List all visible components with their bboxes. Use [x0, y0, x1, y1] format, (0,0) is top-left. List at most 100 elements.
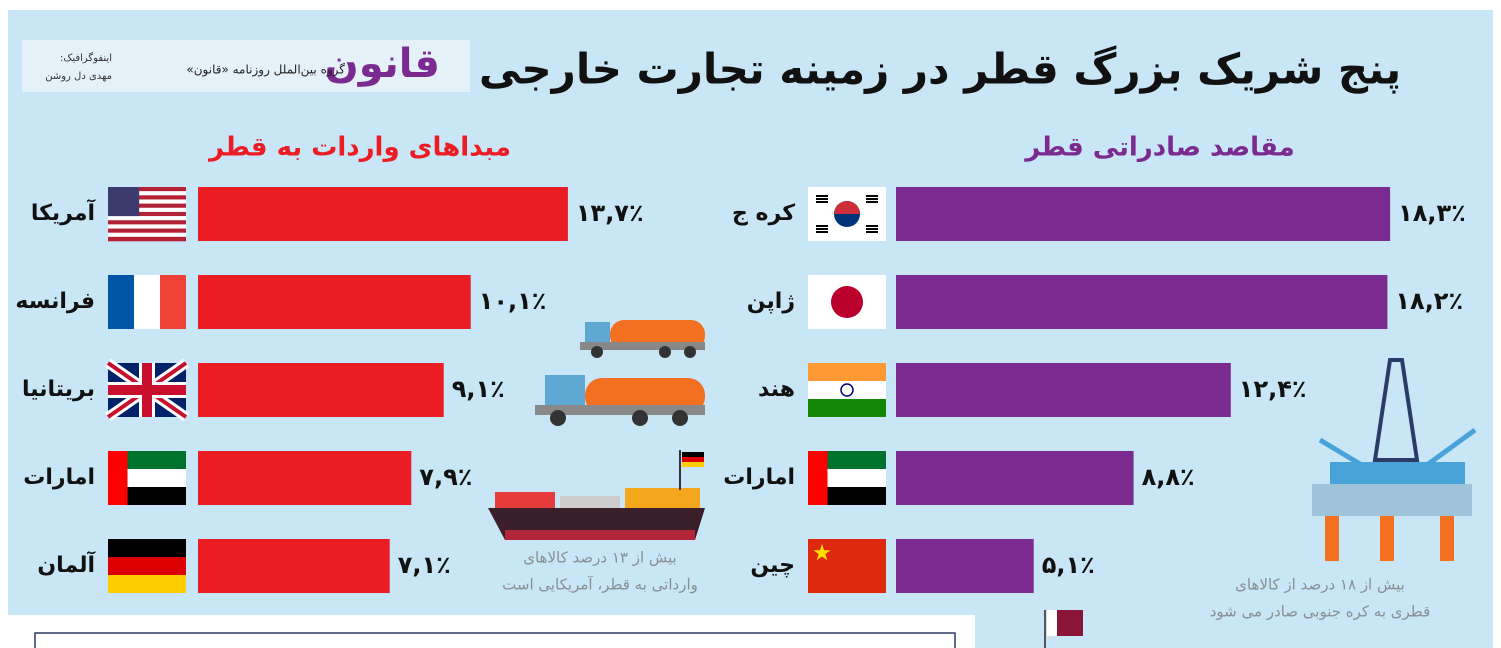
flag-part	[840, 383, 854, 397]
flag-part	[816, 228, 828, 230]
flag	[108, 451, 186, 505]
flag-part	[816, 198, 828, 200]
value-label: ۷,۹٪	[419, 463, 472, 491]
flag-part	[108, 191, 186, 196]
bar	[896, 275, 1388, 329]
flag-part	[108, 224, 186, 229]
ship-illustration	[488, 450, 705, 540]
category-label: بریتانیا	[22, 377, 95, 402]
category-label: فرانسه	[15, 289, 95, 314]
flag-part	[108, 220, 186, 225]
flag-part	[866, 201, 878, 203]
flag	[108, 187, 186, 242]
flag-part	[808, 363, 886, 381]
value-label: ۵,۱٪	[1042, 551, 1095, 579]
flag-part	[108, 207, 186, 213]
flag-part	[808, 399, 886, 417]
bar	[896, 539, 1034, 593]
annotation: بیش از ۱۸ درصد از کالاهای	[1235, 576, 1405, 594]
flag-part	[866, 198, 878, 200]
value-label: ۷,۱٪	[398, 551, 451, 579]
logo-box	[22, 40, 470, 92]
annotation: وارداتی به قطر، آمریکایی است	[502, 576, 698, 594]
value-label: ۱۲,۴٪	[1239, 375, 1307, 403]
flag-part	[808, 539, 886, 593]
flag-part	[108, 275, 134, 329]
subtitle: گروه بین‌الملل روزنامه «قانون»	[186, 63, 345, 78]
flag-part	[108, 203, 186, 209]
bar	[198, 539, 390, 593]
flag-part	[108, 216, 186, 221]
flag-part	[108, 211, 186, 217]
flag-part	[834, 201, 860, 214]
flag	[808, 187, 886, 241]
flag	[108, 539, 186, 593]
truck-illustration	[535, 320, 705, 426]
category-label: امارات	[23, 465, 95, 490]
bar	[198, 187, 568, 241]
category-label: آلمان	[37, 550, 95, 578]
logo: قانون	[325, 41, 440, 87]
flag-part	[108, 236, 186, 242]
category-label: ژاپن	[747, 289, 795, 314]
category-label: چین	[750, 553, 795, 578]
flag-part	[108, 199, 186, 204]
flag	[108, 275, 186, 329]
value-label: ۸,۸٪	[1142, 463, 1195, 491]
flag-part	[866, 195, 878, 197]
flag-part	[808, 381, 886, 399]
chart-title: مقاصد صادراتی قطر	[1023, 133, 1295, 163]
flag	[105, 358, 189, 422]
bar	[896, 187, 1391, 241]
flag-part	[108, 451, 128, 505]
flag-part	[108, 232, 186, 238]
category-label: کره ج	[732, 201, 795, 226]
flag-part	[816, 231, 828, 233]
bar	[198, 451, 412, 505]
flag	[808, 363, 886, 417]
flag-part	[108, 575, 186, 593]
title: پنج شریک بزرگ قطر در زمینه تجارت خارجی	[479, 45, 1401, 95]
bar	[896, 451, 1134, 505]
value-label: ۹,۱٪	[452, 375, 505, 403]
chart-title: مبداهای واردات به قطر	[207, 133, 511, 163]
flag-part	[108, 385, 186, 395]
bottom-frame	[34, 632, 956, 648]
flag-part	[816, 201, 828, 203]
flag-part	[866, 231, 878, 233]
flag-part	[108, 195, 186, 200]
flag-part	[134, 275, 160, 329]
flag-part	[108, 539, 186, 557]
flag-part	[160, 275, 186, 329]
annotation: قطری به کره جنوبی صادر می شود	[1210, 603, 1431, 621]
category-label: آمریکا	[31, 198, 96, 226]
credit: اینفوگرافیک:	[60, 52, 112, 64]
value-label: ۱۸,۳٪	[1398, 199, 1466, 227]
flag	[808, 275, 886, 329]
flag-part	[108, 187, 140, 217]
flag-part	[108, 557, 186, 575]
flag	[808, 451, 886, 505]
annotation: بیش از ۱۳ درصد کالاهای	[523, 549, 676, 567]
category-label: امارات	[723, 465, 795, 490]
flag-part	[108, 187, 186, 192]
bar	[198, 275, 471, 329]
flag-part	[813, 544, 831, 561]
value-label: ۱۸,۲٪	[1395, 287, 1463, 315]
qatar-flag	[1044, 610, 1083, 648]
oil-rig-illustration	[1312, 358, 1477, 561]
flag-part	[866, 228, 878, 230]
flag-part	[108, 228, 186, 233]
bar	[896, 363, 1231, 417]
value-label: ۱۳,۷٪	[576, 199, 644, 227]
flag	[808, 539, 886, 593]
flag-part	[808, 451, 828, 505]
flag-part	[816, 195, 828, 197]
category-label: هند	[758, 377, 795, 402]
value-label: ۱۰,۱٪	[479, 287, 547, 315]
flag-part	[866, 225, 878, 227]
bar	[198, 363, 444, 417]
credit: مهدی دل روشن	[45, 71, 112, 82]
